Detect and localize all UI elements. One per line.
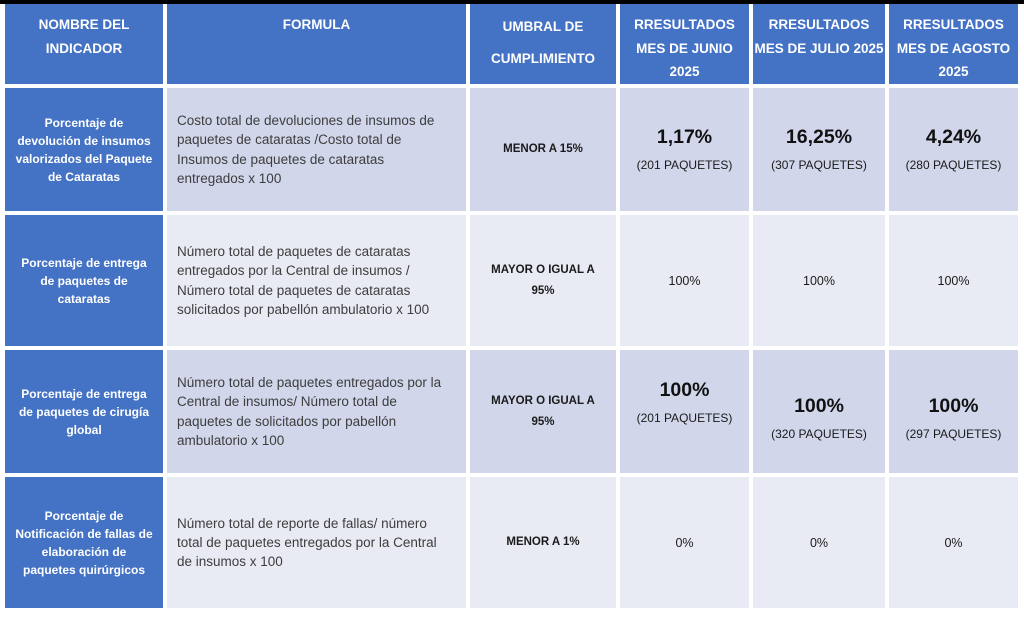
- result-cell-august: 4,24% (280 PAQUETES): [889, 88, 1018, 211]
- header-cell-august: RRESULTADOS MES DE AGOSTO 2025: [889, 4, 1018, 84]
- header-cell-formula: FORMULA: [167, 4, 466, 84]
- result-value: 100%: [668, 273, 701, 288]
- result-detail: (320 PAQUETES): [771, 426, 867, 441]
- result-detail: (307 PAQUETES): [771, 157, 867, 172]
- indicators-table: NOMBRE DEL INDICADOR FORMULA UMBRAL DE C…: [5, 4, 1018, 608]
- header-cell-indicator: NOMBRE DEL INDICADOR: [5, 4, 163, 84]
- indicator-cell: Porcentaje de entrega de paquetes de cat…: [5, 215, 163, 346]
- result-cell-june: 100% (201 PAQUETES): [620, 350, 749, 473]
- result-detail: (280 PAQUETES): [905, 157, 1002, 172]
- result-cell-june: 1,17% (201 PAQUETES): [620, 88, 749, 211]
- result-value: 4,24%: [925, 126, 982, 149]
- result-value: 100%: [928, 395, 979, 418]
- result-value: 100%: [937, 273, 970, 288]
- formula-cell: Costo total de devoluciones de insumos d…: [167, 88, 466, 211]
- threshold-cell: MAYOR O IGUAL A 95%: [470, 215, 616, 346]
- indicator-cell: Porcentaje de entrega de paquetes de cir…: [5, 350, 163, 473]
- threshold-cell: MAYOR O IGUAL A 95%: [470, 350, 616, 473]
- result-cell-june: 100%: [620, 215, 749, 346]
- threshold-cell: MENOR A 1%: [470, 477, 616, 608]
- formula-cell: Número total de paquetes entregados por …: [167, 350, 466, 473]
- formula-cell: Número total de reporte de fallas/ númer…: [167, 477, 466, 608]
- result-detail: (297 PAQUETES): [905, 426, 1002, 441]
- result-value: 100%: [794, 395, 844, 418]
- header-cell-threshold: UMBRAL DE CUMPLIMIENTO: [470, 4, 616, 84]
- indicator-cell: Porcentaje de devolución de insumos valo…: [5, 88, 163, 211]
- result-value: 0%: [809, 535, 829, 550]
- result-detail: (201 PAQUETES): [636, 157, 733, 172]
- result-value: 0%: [944, 535, 963, 550]
- result-cell-july: 16,25% (307 PAQUETES): [753, 88, 885, 211]
- result-value: 100%: [803, 273, 835, 288]
- result-value: 100%: [659, 379, 710, 402]
- result-cell-july: 100% (320 PAQUETES): [753, 350, 885, 473]
- result-cell-july: 100%: [753, 215, 885, 346]
- result-value: 0%: [675, 535, 694, 550]
- result-cell-june: 0%: [620, 477, 749, 608]
- result-detail: (201 PAQUETES): [636, 410, 733, 425]
- result-value: 16,25%: [785, 126, 853, 149]
- header-cell-july: RRESULTADOS MES DE JULIO 2025: [753, 4, 885, 84]
- indicator-cell: Porcentaje de Notificación de fallas de …: [5, 477, 163, 608]
- formula-cell: Número total de paquetes de cataratas en…: [167, 215, 466, 346]
- result-value: 1,17%: [656, 126, 713, 149]
- result-cell-august: 100%: [889, 215, 1018, 346]
- result-cell-august: 100% (297 PAQUETES): [889, 350, 1018, 473]
- result-cell-august: 0%: [889, 477, 1018, 608]
- threshold-cell: MENOR A 15%: [470, 88, 616, 211]
- top-border-strip: [0, 0, 1024, 4]
- result-cell-july: 0%: [753, 477, 885, 608]
- header-cell-june: RRESULTADOS MES DE JUNIO 2025: [620, 4, 749, 84]
